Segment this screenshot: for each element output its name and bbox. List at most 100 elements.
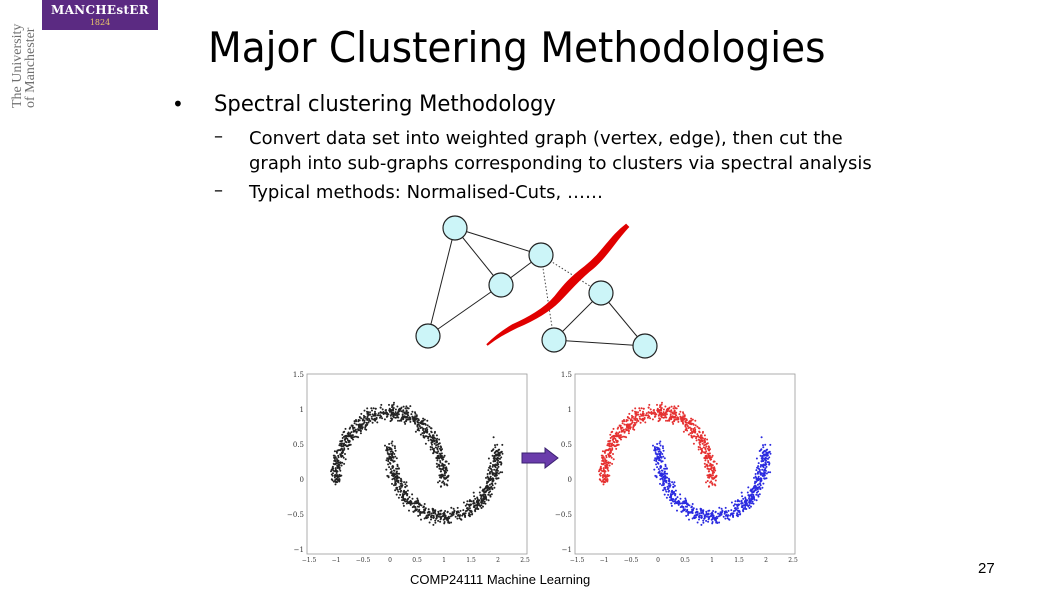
data-point	[388, 448, 391, 451]
data-point	[602, 480, 605, 483]
data-point	[363, 419, 366, 422]
data-point	[341, 461, 344, 464]
data-point	[394, 447, 396, 450]
data-point	[497, 459, 500, 462]
data-point	[450, 521, 453, 524]
data-point	[766, 448, 769, 451]
data-point	[655, 460, 658, 463]
data-point	[370, 407, 373, 410]
data-point	[433, 442, 436, 445]
data-point	[736, 507, 739, 510]
data-point	[685, 500, 688, 503]
data-point	[446, 479, 449, 482]
data-point	[672, 407, 675, 410]
sub-bullet-2: Typical methods: Normalised-Cuts, ……	[249, 182, 603, 203]
data-point	[478, 499, 481, 502]
data-point	[609, 454, 612, 457]
data-point	[717, 515, 720, 518]
data-point	[443, 482, 446, 485]
data-point	[480, 496, 483, 498]
data-point	[626, 429, 629, 432]
data-point	[428, 435, 431, 438]
data-point	[476, 497, 479, 500]
data-point	[412, 510, 415, 513]
data-point	[621, 420, 624, 423]
data-point	[636, 413, 639, 416]
data-point	[416, 505, 419, 508]
data-point	[422, 417, 425, 420]
data-point	[439, 445, 442, 448]
data-point	[764, 471, 767, 474]
data-point	[750, 493, 753, 496]
data-point	[335, 462, 338, 465]
data-point	[333, 476, 336, 479]
data-point	[736, 509, 739, 512]
data-point	[333, 450, 336, 453]
graph-vertex	[588, 280, 614, 306]
data-point	[663, 416, 666, 419]
data-point	[458, 517, 461, 520]
data-point	[659, 412, 662, 415]
data-point	[398, 472, 401, 475]
data-point	[489, 477, 492, 480]
data-point	[662, 449, 665, 452]
data-point	[395, 477, 398, 480]
data-point	[479, 494, 482, 497]
data-point	[439, 513, 442, 516]
data-point	[672, 422, 675, 425]
data-point	[757, 465, 760, 468]
data-point	[426, 419, 429, 422]
data-point	[619, 437, 621, 440]
data-point	[443, 469, 445, 472]
data-point	[440, 456, 443, 459]
data-point	[380, 403, 383, 406]
data-point	[395, 457, 398, 460]
data-point	[720, 507, 723, 510]
data-point	[766, 461, 769, 464]
data-point	[632, 428, 635, 430]
data-point	[463, 513, 466, 516]
data-point	[477, 500, 479, 503]
data-point	[703, 451, 705, 454]
data-point	[443, 476, 445, 479]
data-point	[390, 409, 393, 412]
data-point	[665, 419, 667, 422]
x-tick-label: 1.5	[734, 557, 744, 564]
data-point	[660, 403, 663, 406]
data-point	[647, 406, 650, 409]
data-point	[402, 405, 405, 408]
data-point	[684, 423, 687, 426]
data-point	[342, 456, 345, 459]
data-point	[408, 496, 411, 499]
data-point	[668, 482, 671, 485]
data-point	[494, 482, 497, 485]
data-point	[610, 431, 613, 434]
plot-frame	[306, 373, 528, 555]
data-point	[627, 432, 630, 435]
data-point	[415, 414, 418, 417]
data-point	[647, 416, 649, 419]
data-point	[748, 507, 751, 509]
data-point	[680, 417, 682, 420]
data-point	[337, 475, 340, 478]
data-point	[656, 466, 659, 469]
data-point	[704, 465, 707, 468]
data-point	[333, 456, 336, 459]
data-point	[353, 430, 356, 433]
data-point	[645, 412, 648, 415]
graph-edge	[427, 227, 456, 337]
data-point	[397, 416, 400, 419]
data-point	[488, 479, 491, 482]
data-point	[358, 429, 361, 432]
x-tick-labels: −1.5 −1 −0.5 0 0.5 1 1.5 2 2.5	[570, 557, 798, 564]
data-point	[452, 507, 455, 510]
data-point	[366, 410, 368, 413]
data-point	[440, 464, 443, 467]
data-point	[704, 457, 707, 460]
data-point	[414, 500, 417, 503]
data-point	[415, 502, 418, 505]
data-point	[344, 438, 346, 441]
data-point	[453, 509, 456, 512]
y-tick-label: −1	[562, 546, 572, 554]
data-point	[671, 481, 674, 484]
